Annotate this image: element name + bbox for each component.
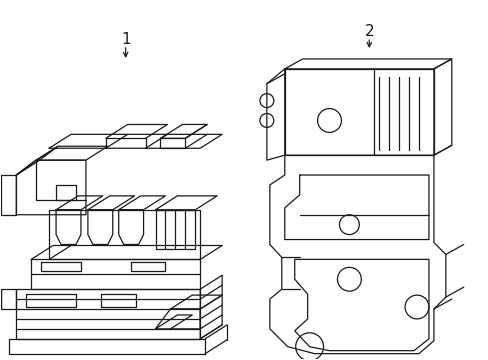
Text: 1: 1 <box>121 32 130 46</box>
Text: 2: 2 <box>364 24 373 39</box>
